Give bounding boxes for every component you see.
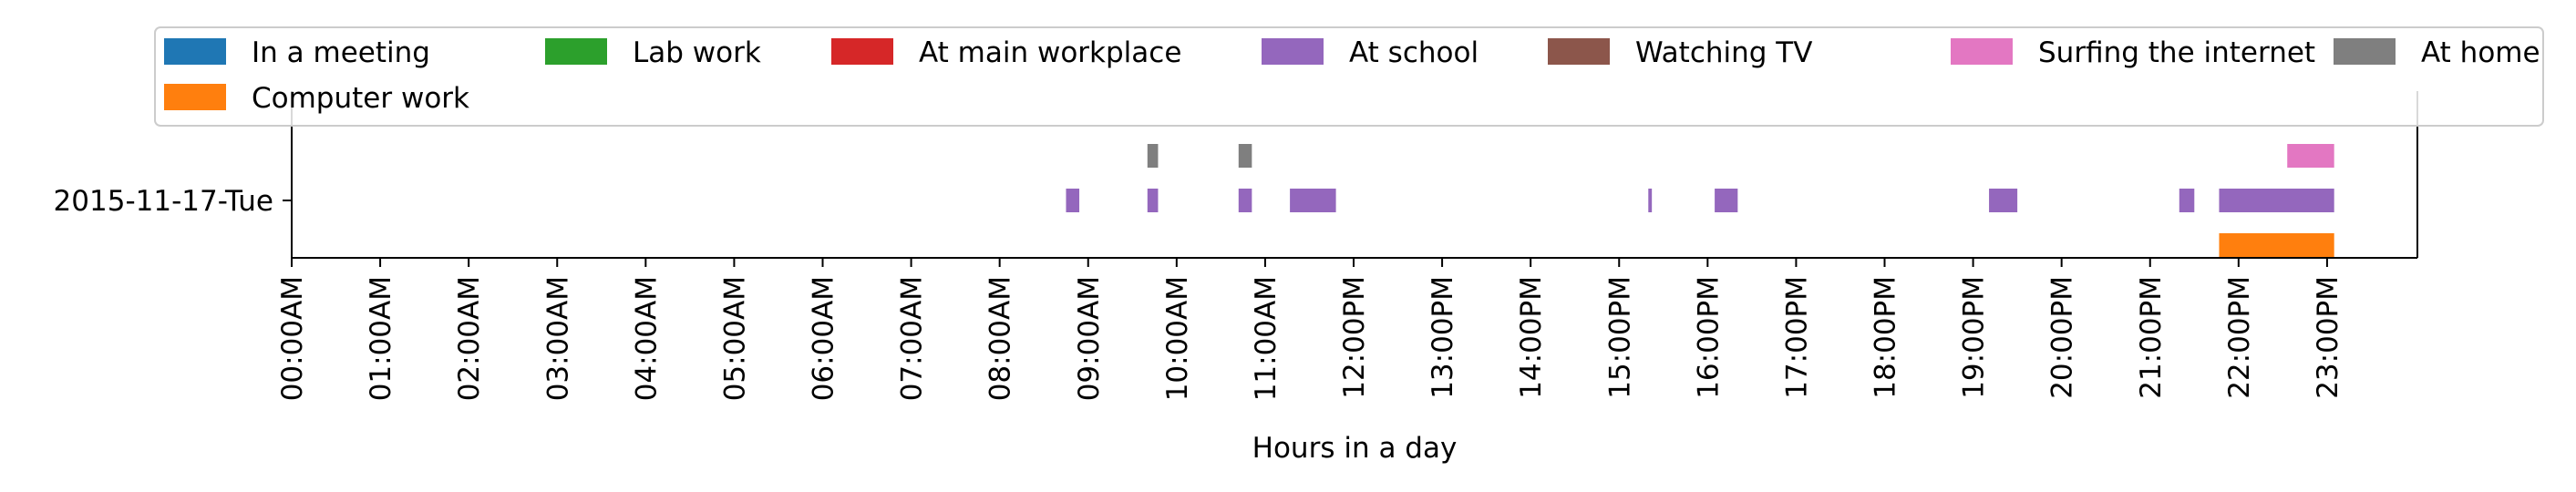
x-tick-label: 09:00AM bbox=[1073, 276, 1106, 401]
x-tick-label: 04:00AM bbox=[630, 276, 663, 401]
x-tick-label: 11:00AM bbox=[1250, 276, 1283, 401]
bar-at-school bbox=[1989, 189, 2018, 212]
legend-label: At main workplace bbox=[919, 36, 1181, 69]
x-tick-label: 00:00AM bbox=[276, 276, 309, 401]
x-tick-label: 01:00AM bbox=[365, 276, 397, 401]
x-tick-label: 22:00PM bbox=[2223, 276, 2256, 399]
bar-surfing-the-internet bbox=[2287, 144, 2334, 168]
legend-swatch bbox=[831, 38, 893, 65]
legend-swatch bbox=[1548, 38, 1610, 65]
legend-swatch bbox=[164, 38, 226, 65]
legend-swatch bbox=[545, 38, 607, 65]
x-tick-label: 18:00PM bbox=[1870, 276, 1902, 399]
x-tick-label: 07:00AM bbox=[896, 276, 929, 401]
plot-area bbox=[1066, 144, 2334, 257]
x-tick-label: 14:00PM bbox=[1515, 276, 1548, 399]
legend-swatch bbox=[2334, 38, 2396, 65]
legend-label: At school bbox=[1349, 36, 1479, 69]
axes: 2015-11-17-Tue 00:00AM 01:00AM 02:00AM 03:00… bbox=[54, 91, 2418, 401]
x-tick-label: 12:00PM bbox=[1338, 276, 1371, 399]
bar-at-school bbox=[2179, 189, 2195, 212]
bar-at-home bbox=[1147, 144, 1159, 168]
bar-computer-work bbox=[2219, 233, 2334, 257]
x-tick-label: 19:00PM bbox=[1958, 276, 1991, 399]
legend-label: Lab work bbox=[633, 36, 761, 69]
legend-label: At home bbox=[2421, 36, 2540, 69]
y-tick-label: 2015-11-17-Tue bbox=[54, 185, 273, 218]
legend-box bbox=[154, 26, 2544, 127]
x-tick-label: 08:00AM bbox=[984, 276, 1017, 401]
x-tick-label: 23:00PM bbox=[2312, 276, 2344, 399]
legend-swatch bbox=[164, 84, 226, 110]
bar-at-school bbox=[1715, 189, 1738, 212]
x-tick-label: 21:00PM bbox=[2135, 276, 2168, 399]
legend-label: Computer work bbox=[252, 82, 469, 115]
x-tick-label: 20:00PM bbox=[2046, 276, 2079, 399]
bar-at-school bbox=[1290, 189, 1336, 212]
x-tick-label: 15:00PM bbox=[1603, 276, 1636, 399]
bar-at-school bbox=[1147, 189, 1159, 212]
x-tick-label: 05:00AM bbox=[718, 276, 751, 401]
x-tick-label: 13:00PM bbox=[1427, 276, 1459, 399]
x-tick-label: 10:00AM bbox=[1161, 276, 1194, 401]
x-tick-label: 17:00PM bbox=[1780, 276, 1813, 399]
x-axis-label: Hours in a day bbox=[1252, 432, 1458, 465]
bar-at-school bbox=[1648, 189, 1653, 212]
legend: In a meeting Lab work At main workplace At … bbox=[154, 26, 2544, 127]
legend-swatch bbox=[1951, 38, 2013, 65]
x-tick-label: 02:00AM bbox=[453, 276, 486, 401]
legend-swatch bbox=[1262, 38, 1324, 65]
bar-at-school bbox=[1238, 189, 1252, 212]
bar-at-school bbox=[1066, 189, 1080, 212]
x-tick-label: 03:00AM bbox=[541, 276, 574, 401]
bar-at-home bbox=[1238, 144, 1252, 168]
legend-label: In a meeting bbox=[252, 36, 430, 69]
x-tick-label: 06:00AM bbox=[808, 276, 840, 401]
bar-at-school bbox=[2219, 189, 2334, 212]
legend-label: Surfing the internet bbox=[2038, 36, 2315, 69]
legend-label: Watching TV bbox=[1635, 36, 1812, 69]
x-tick-label: 16:00PM bbox=[1692, 276, 1725, 399]
